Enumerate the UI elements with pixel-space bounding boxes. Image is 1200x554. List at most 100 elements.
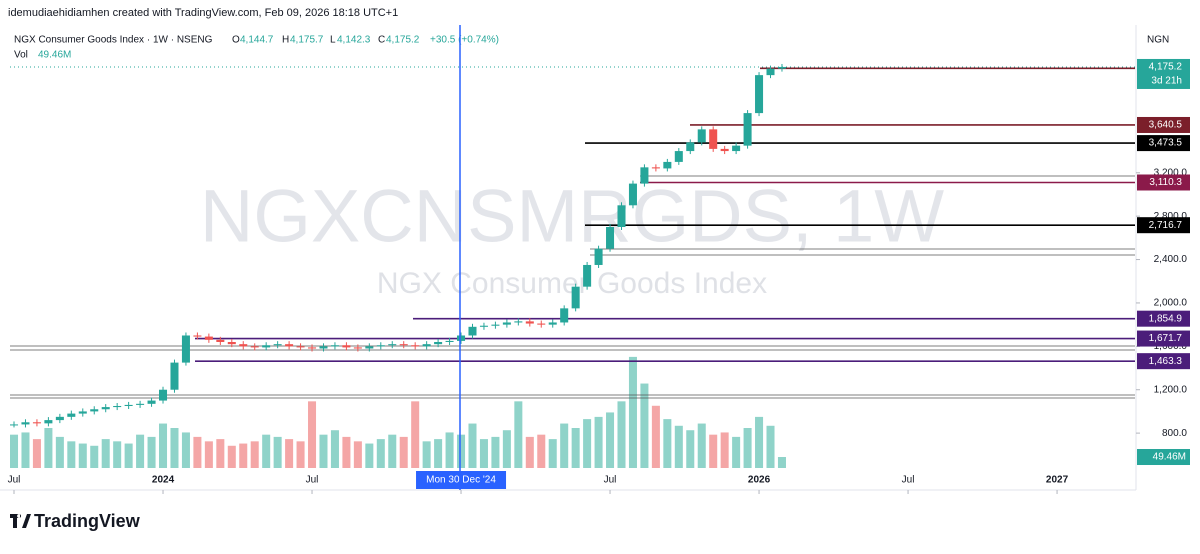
candle (308, 347, 317, 349)
candle (468, 326, 477, 336)
x-tick-label: 2027 (1046, 475, 1069, 486)
volume-label-box (1137, 449, 1190, 466)
volume-bar (422, 441, 431, 468)
volume-bar (640, 383, 649, 468)
level-label-box (1137, 330, 1190, 347)
candle (159, 389, 168, 401)
candle (399, 344, 408, 346)
candle (319, 346, 328, 349)
y-tick-label: 1,200.0 (1154, 384, 1188, 395)
change: +30.5 (+0.74%) (430, 35, 499, 46)
volume-bar (147, 436, 156, 468)
candle (262, 345, 271, 348)
volume-bar (10, 434, 19, 468)
h-value: 4,175.7 (290, 35, 324, 46)
candle (170, 362, 179, 390)
volume-bar (502, 430, 511, 468)
volume-bar (399, 436, 408, 468)
vol-value: 49.46M (38, 50, 71, 61)
volume-bar (55, 436, 64, 468)
volume-bar (376, 439, 385, 468)
volume-bar (159, 423, 168, 468)
volume-bar (67, 441, 76, 468)
level-label-box (1137, 135, 1190, 152)
candle (651, 167, 660, 169)
x-tick-label: Jul (604, 475, 617, 486)
logo-mark (10, 514, 31, 528)
volume-bar (319, 434, 328, 468)
volume-label: 49.46M (1153, 452, 1186, 463)
volume-bar (411, 401, 420, 468)
symbol: NGX Consumer Goods Index · 1W · NSENG (14, 35, 213, 46)
volume-bar (686, 430, 695, 468)
c-label: C (378, 35, 385, 46)
candle (571, 286, 580, 309)
volume-bar (777, 457, 786, 468)
level-label: 3,110.3 (1149, 177, 1182, 188)
candle (583, 264, 592, 287)
credit: idemudiaehidiamhen created with TradingV… (8, 7, 398, 19)
candle (204, 336, 213, 340)
candle (445, 340, 454, 342)
c-value: 4,175.2 (386, 35, 420, 46)
volume-bar (262, 434, 271, 468)
volume-bar (90, 445, 99, 468)
candle (285, 344, 294, 347)
x-tick-label: Jul (8, 475, 21, 486)
candle (353, 347, 362, 349)
candle (227, 341, 236, 345)
currency: NGN (1147, 35, 1169, 46)
volume-bar (743, 428, 752, 468)
candle (502, 322, 511, 325)
candle (411, 345, 420, 347)
volume-bar (21, 432, 30, 468)
candle (21, 422, 30, 425)
volume-bar (342, 436, 351, 468)
candle (617, 205, 626, 228)
candle (136, 403, 145, 405)
volume-bar (560, 423, 569, 468)
x-tick-label: 2026 (748, 475, 771, 486)
l-value: 4,142.3 (337, 35, 371, 46)
candle (697, 129, 706, 143)
volume-bar (388, 434, 397, 468)
candle (124, 404, 133, 406)
volume-bar (697, 423, 706, 468)
volume-bar (365, 443, 374, 468)
candle (548, 322, 557, 325)
volume-bar (353, 441, 362, 468)
volume-bar (330, 430, 339, 468)
candle (342, 345, 351, 348)
candle (766, 68, 775, 76)
candle (732, 145, 741, 152)
candle (365, 346, 374, 349)
volume-bar (285, 439, 294, 468)
volume-bar (571, 428, 580, 468)
volume-bar (479, 439, 488, 468)
candle (479, 325, 488, 327)
volume-bar (273, 436, 282, 468)
o-value: 4,144.7 (240, 35, 274, 46)
volume-bar (663, 419, 672, 468)
candle (113, 405, 122, 408)
level-label: 2,716.7 (1149, 220, 1183, 231)
candle (755, 75, 764, 114)
candle (55, 416, 64, 421)
y-tick-label: 800.0 (1162, 428, 1187, 439)
candle (78, 411, 87, 414)
level-label-box (1137, 310, 1190, 327)
volume-bar (457, 434, 466, 468)
logo: TradingView (10, 511, 141, 531)
volume-bar (181, 432, 190, 468)
volume-bar (170, 428, 179, 468)
volume-bar (113, 441, 122, 468)
volume-bar (709, 434, 718, 468)
volume-bar (651, 405, 660, 468)
candle (44, 420, 53, 424)
x-tick-label: Mon 30 Dec '24 (426, 475, 496, 486)
candle (10, 424, 19, 426)
candle (777, 66, 786, 69)
candle (376, 345, 385, 347)
o-label: O (232, 35, 240, 46)
